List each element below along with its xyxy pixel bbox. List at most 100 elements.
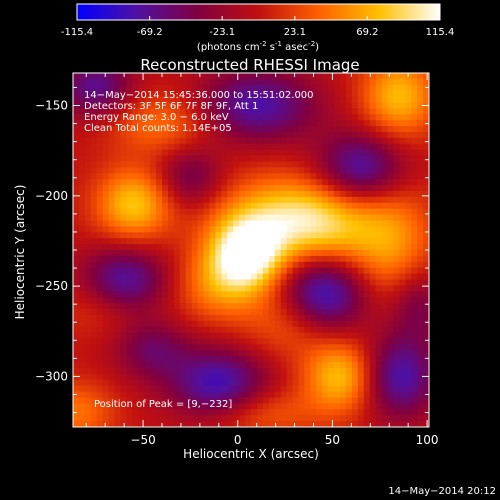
heatmap-cell bbox=[185, 90, 193, 98]
heatmap-cell bbox=[162, 362, 169, 369]
heatmap-cell bbox=[173, 96, 181, 104]
heatmap-cell bbox=[304, 114, 311, 121]
heatmap-cell bbox=[304, 226, 311, 233]
heatmap-cell bbox=[144, 409, 151, 416]
heatmap-cell bbox=[239, 391, 246, 399]
heatmap-cell bbox=[221, 385, 228, 393]
heatmap-cell bbox=[268, 421, 276, 427]
heatmap-cell bbox=[215, 161, 222, 168]
heatmap-cell bbox=[215, 255, 222, 263]
heatmap-cell bbox=[411, 132, 418, 139]
heatmap-cell bbox=[102, 78, 110, 86]
heatmap-cell bbox=[73, 90, 80, 98]
x-tick-label: 0 bbox=[234, 433, 242, 447]
heatmap-cell bbox=[310, 179, 317, 186]
heatmap-cell bbox=[90, 344, 98, 351]
heatmap-cell bbox=[245, 220, 252, 227]
heatmap-cell bbox=[268, 173, 276, 180]
heatmap-cell bbox=[304, 391, 311, 399]
heatmap-cell bbox=[345, 261, 353, 269]
heatmap-cell bbox=[209, 96, 216, 104]
heatmap-cell bbox=[369, 344, 377, 351]
heatmap-cell bbox=[102, 202, 110, 210]
heatmap-cell bbox=[363, 285, 371, 292]
heatmap-cell bbox=[405, 108, 412, 115]
heatmap-cell bbox=[262, 397, 270, 404]
heatmap-cell bbox=[191, 356, 199, 363]
heatmap-cell bbox=[310, 214, 317, 222]
heatmap-cell bbox=[162, 415, 169, 422]
heatmap-cell bbox=[351, 102, 359, 109]
heatmap-cell bbox=[173, 273, 181, 281]
heatmap-cell bbox=[221, 297, 228, 304]
heatmap-cell bbox=[179, 350, 187, 357]
heatmap-cell bbox=[262, 191, 270, 198]
heatmap-cell bbox=[167, 309, 175, 316]
heatmap-cell bbox=[245, 397, 252, 404]
heatmap-cell bbox=[162, 126, 169, 133]
heatmap-cell bbox=[108, 78, 116, 86]
heatmap-cell bbox=[108, 344, 116, 351]
heatmap-cell bbox=[268, 143, 276, 151]
heatmap-cell bbox=[292, 344, 300, 351]
heatmap-cell bbox=[245, 368, 252, 375]
heatmap-cell bbox=[73, 344, 80, 351]
heatmap-cell bbox=[334, 326, 341, 334]
heatmap-cell bbox=[351, 255, 359, 263]
heatmap-cell bbox=[227, 338, 234, 345]
heatmap-cell bbox=[221, 202, 228, 210]
heatmap-cell bbox=[144, 179, 151, 186]
heatmap-cell bbox=[209, 220, 216, 227]
heatmap-cell bbox=[345, 137, 353, 145]
heatmap-cell bbox=[78, 173, 86, 180]
heatmap-cell bbox=[417, 415, 424, 422]
heatmap-cell bbox=[102, 179, 110, 186]
heatmap-cell bbox=[233, 267, 240, 275]
heatmap-cell bbox=[185, 403, 193, 410]
heatmap-cell bbox=[316, 126, 323, 133]
heatmap-cell bbox=[328, 126, 335, 133]
heatmap-cell bbox=[387, 421, 394, 427]
heatmap-cell bbox=[405, 114, 412, 121]
heatmap-cell bbox=[399, 303, 406, 310]
heatmap-cell bbox=[227, 149, 234, 157]
heatmap-cell bbox=[256, 73, 264, 80]
heatmap-cell bbox=[393, 373, 400, 381]
heatmap-cell bbox=[191, 385, 199, 393]
heatmap-cell bbox=[256, 291, 264, 298]
heatmap-cell bbox=[185, 291, 193, 298]
heatmap-cell bbox=[197, 220, 205, 227]
heatmap-cell bbox=[340, 73, 347, 80]
heatmap-cell bbox=[405, 297, 412, 304]
heatmap-cell bbox=[292, 132, 300, 139]
heatmap-cell bbox=[328, 403, 335, 410]
heatmap-cell bbox=[102, 108, 110, 115]
heatmap-cell bbox=[173, 320, 181, 328]
heatmap-cell bbox=[96, 179, 104, 186]
heatmap-cell bbox=[227, 403, 234, 410]
heatmap-cell bbox=[357, 84, 365, 92]
heatmap-cell bbox=[381, 244, 389, 251]
heatmap-cell bbox=[132, 320, 139, 328]
heatmap-cell bbox=[411, 120, 418, 127]
heatmap-cell bbox=[310, 255, 317, 263]
heatmap-cell bbox=[251, 320, 258, 328]
heatmap-cell bbox=[239, 102, 246, 109]
heatmap-cell bbox=[203, 90, 211, 98]
heatmap-cell bbox=[369, 297, 377, 304]
heatmap-cell bbox=[357, 191, 365, 198]
heatmap-cell bbox=[179, 108, 187, 115]
heatmap-cell bbox=[274, 320, 282, 328]
heatmap-cell bbox=[381, 179, 389, 186]
heatmap-cell bbox=[239, 126, 246, 133]
heatmap-cell bbox=[191, 273, 199, 281]
heatmap-cell bbox=[351, 214, 359, 222]
heatmap-cell bbox=[84, 96, 92, 104]
heatmap-cell bbox=[292, 96, 300, 104]
heatmap-cell bbox=[132, 161, 139, 168]
heatmap-cell bbox=[96, 149, 104, 157]
heatmap-cell bbox=[84, 297, 92, 304]
heatmap-cell bbox=[167, 96, 175, 104]
heatmap-cell bbox=[132, 179, 139, 186]
